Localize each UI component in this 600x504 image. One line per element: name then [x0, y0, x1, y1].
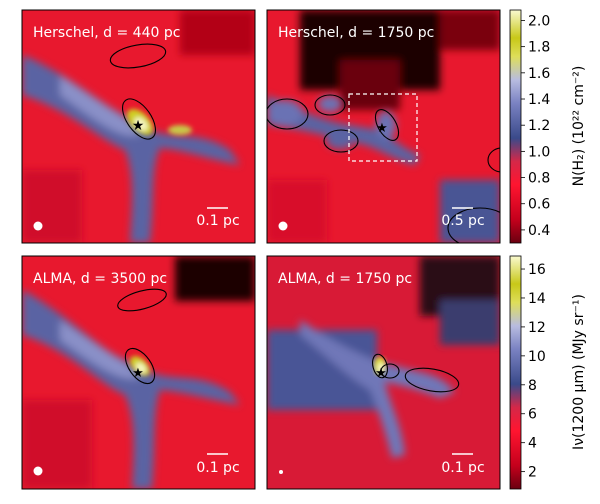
colorbar-tick-label: 1.6: [528, 66, 550, 82]
colorbar-tick-label: 0.8: [528, 171, 550, 187]
beam-marker: [278, 221, 288, 231]
panel-title-br: ALMA, d = 1750 pc: [278, 271, 412, 287]
scalebar-label-tl: 0.1 pc: [196, 213, 239, 229]
clump-ellipse: [487, 147, 500, 173]
core-emission: [130, 356, 150, 376]
colorbar-top-label: N(H₂) (10²² cm⁻²): [571, 66, 587, 187]
colorbar-tick-label: 12: [528, 320, 546, 336]
colorbar-tick-label: 16: [528, 262, 546, 278]
zoom-box: [348, 93, 418, 162]
core-emission: [127, 109, 192, 135]
colorbar-bottom: 2 4 6 8 10 12 14 16 Iν(1200 μm) (MJy sr⁻¹): [509, 255, 587, 490]
filament-emission: [22, 256, 255, 489]
colorbar-tick-label: 1.8: [528, 40, 550, 56]
scalebar-label-br: 0.1 pc: [441, 460, 484, 476]
panel-alma-3500: ★: [22, 256, 255, 489]
colorbar-tick-label: 6: [528, 407, 537, 423]
clump-ellipse: [109, 43, 167, 69]
colorbar-tick-label: 8: [528, 378, 537, 394]
protostar-star-icon: ★: [132, 366, 144, 381]
clump-ellipse: [121, 98, 157, 140]
colorbar-tick-label: 0.6: [528, 197, 550, 213]
colorbar-tick-label: 1.2: [528, 118, 550, 134]
scalebar-label-tr: 0.5 pc: [441, 213, 484, 229]
clump-ellipse: [314, 94, 346, 116]
core-emission: [374, 357, 386, 375]
clump-ellipse: [404, 367, 460, 393]
clump-ellipse: [447, 207, 500, 243]
colorbar-tick-label: 14: [528, 291, 546, 307]
panel-title-tr: Herschel, d = 1750 pc: [278, 25, 434, 41]
colorbar-tick-label: 0.4: [528, 223, 550, 239]
beam-marker: [33, 466, 43, 476]
protostar-star-icon: ★: [376, 121, 388, 136]
colorbar-tick-label: 2.0: [528, 13, 550, 29]
colorbar-bottom-label: Iν(1200 μm) (MJy sr⁻¹): [571, 294, 587, 450]
colorbar-tick-label: 1.0: [528, 144, 550, 160]
colorbar-tick-label: 2: [528, 465, 537, 481]
filament-emission: [22, 10, 255, 243]
filament-emission: [267, 256, 500, 458]
colorbar-tick-label: 1.4: [528, 92, 550, 108]
dark-region: [300, 10, 500, 110]
colorbar-tick-label: 4: [528, 436, 537, 452]
panel-herschel-440: ★: [22, 10, 255, 243]
panel-title-bl: ALMA, d = 3500 pc: [33, 271, 167, 287]
clump-ellipse: [323, 129, 359, 153]
colorbar-top: 0.4 0.6 0.8 1.0 1.2 1.4 1.6 1.8 2.0 N(H₂) (10²² …: [509, 9, 587, 244]
clump-ellipse: [267, 98, 309, 130]
clump-ellipse: [124, 347, 156, 385]
beam-marker: [279, 470, 283, 474]
colorbar-tick-label: 10: [528, 349, 546, 365]
protostar-star-icon: ★: [132, 118, 145, 134]
protostar-star-icon: ★: [375, 366, 387, 381]
clump-ellipse: [117, 288, 167, 312]
clump-ellipse: [374, 109, 400, 141]
scalebar-label-bl: 0.1 pc: [196, 460, 239, 476]
panel-alma-1750: ★: [267, 256, 500, 489]
beam-marker: [33, 221, 43, 231]
clump-ellipse: [380, 363, 400, 379]
panel-title-tl: Herschel, d = 440 pc: [33, 25, 180, 41]
panel-herschel-1750: ★: [267, 10, 500, 243]
